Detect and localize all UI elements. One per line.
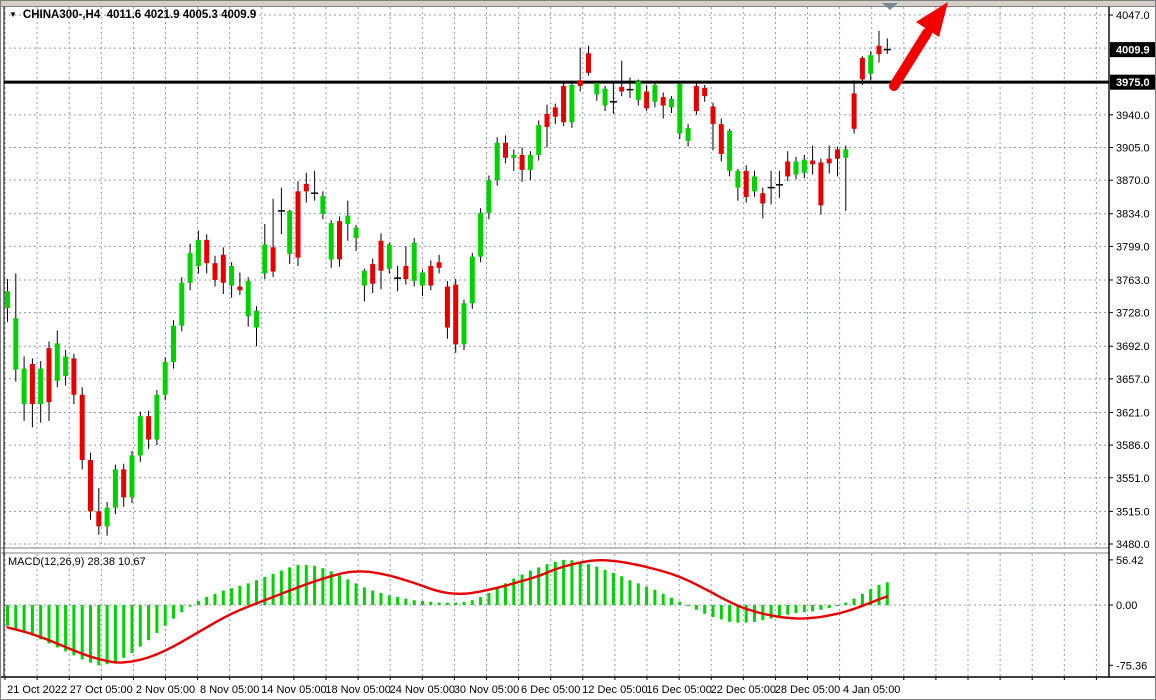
candlestick-series	[5, 30, 891, 536]
chart-background	[1, 7, 1155, 699]
macd-histogram	[6, 559, 889, 666]
price-tag-text-3975.0: 3975.0	[1116, 77, 1150, 89]
price-tag-4009.9	[1110, 42, 1155, 58]
svg-text:3834.0: 3834.0	[1116, 209, 1150, 221]
window-top-strip	[1, 1, 1155, 7]
breakout-arrow-head[interactable]	[916, 2, 948, 37]
svg-text:-75.36: -75.36	[1116, 660, 1147, 672]
svg-text:3586.0: 3586.0	[1116, 440, 1150, 452]
svg-text:21 Oct 2022: 21 Oct 2022	[7, 684, 67, 696]
svg-text:0.00: 0.00	[1116, 600, 1137, 612]
svg-text:24 Nov 05:00: 24 Nov 05:00	[390, 684, 455, 696]
svg-text:3621.0: 3621.0	[1116, 407, 1150, 419]
svg-text:4047.0: 4047.0	[1116, 10, 1150, 22]
svg-text:12 Dec 05:00: 12 Dec 05:00	[582, 684, 647, 696]
svg-text:27 Oct 05:00: 27 Oct 05:00	[70, 684, 133, 696]
pane-splitter[interactable]	[1, 548, 1109, 554]
svg-text:14 Nov 05:00: 14 Nov 05:00	[261, 684, 326, 696]
svg-text:3799.0: 3799.0	[1116, 241, 1150, 253]
svg-text:28 Dec 05:00: 28 Dec 05:00	[775, 684, 840, 696]
svg-text:3551.0: 3551.0	[1116, 473, 1150, 485]
macd-axis-labels[interactable]: 56.42 0.00 -75.36	[1109, 555, 1147, 672]
chart-title-bar: ▼ CHINA300-,H4 4011.6 4021.9 4005.3 4009…	[9, 9, 256, 21]
svg-text:3870.0: 3870.0	[1116, 175, 1150, 187]
svg-text:16 Dec 05:00: 16 Dec 05:00	[646, 684, 711, 696]
price-tag-3975.0	[1110, 74, 1155, 90]
svg-text:3763.0: 3763.0	[1116, 275, 1150, 287]
price-tag-text-4009.9: 4009.9	[1116, 45, 1150, 57]
macd-signal-line	[6, 558, 889, 664]
svg-text:18 Nov 05:00: 18 Nov 05:00	[325, 684, 390, 696]
price-axis-labels[interactable]: 4047.0 3940.0 3905.0 3870.0 3834.0 3799.0 3763…	[1109, 10, 1150, 551]
last-bar-marker-icon	[882, 3, 898, 10]
svg-text:30 Nov 05:00: 30 Nov 05:00	[454, 684, 519, 696]
time-axis[interactable]: 21 Oct 2022 27 Oct 05:00 2 Nov 05:00 8 Nov …	[4, 677, 1097, 696]
svg-text:3728.0: 3728.0	[1116, 308, 1150, 320]
svg-text:3940.0: 3940.0	[1116, 110, 1150, 122]
svg-text:8 Nov 05:00: 8 Nov 05:00	[200, 684, 259, 696]
svg-text:2 Nov 05:00: 2 Nov 05:00	[136, 684, 195, 696]
svg-text:3515.0: 3515.0	[1116, 506, 1150, 518]
svg-text:6 Dec 05:00: 6 Dec 05:00	[521, 684, 580, 696]
symbol-dropdown-icon[interactable]: ▼	[9, 10, 17, 19]
svg-text:22 Dec 05:00: 22 Dec 05:00	[711, 684, 776, 696]
horizontal-gridlines	[4, 14, 1109, 545]
svg-text:3657.0: 3657.0	[1116, 374, 1150, 386]
svg-text:56.42: 56.42	[1116, 555, 1144, 567]
breakout-arrow-shaft[interactable]	[889, 28, 932, 91]
svg-text:4 Jan 05:00: 4 Jan 05:00	[843, 684, 901, 696]
svg-text:3692.0: 3692.0	[1116, 341, 1150, 353]
svg-text:3905.0: 3905.0	[1116, 142, 1150, 154]
svg-text:3480.0: 3480.0	[1116, 539, 1150, 551]
symbol-ohlc-label: CHINA300-,H4 4011.6 4021.9 4005.3 4009.9	[22, 9, 257, 21]
macd-indicator-label: MACD(12,26,9) 28.38 10.67	[8, 556, 146, 568]
